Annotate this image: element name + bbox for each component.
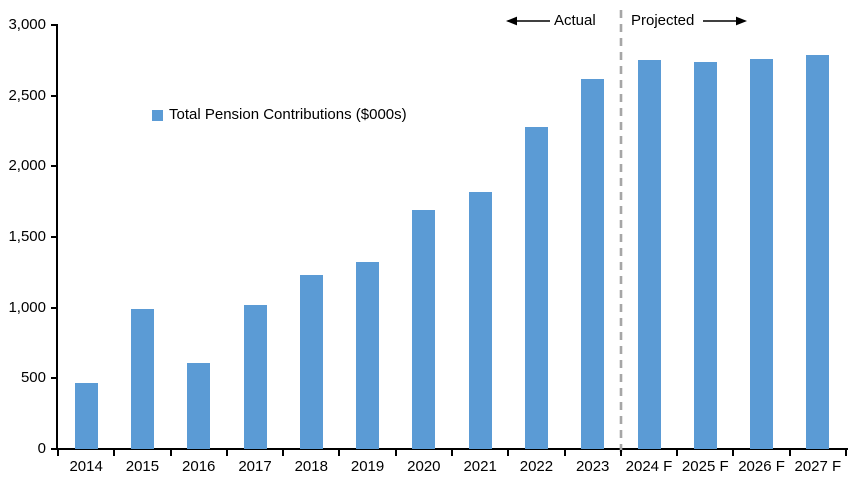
x-tick-mark [563, 450, 566, 456]
x-tick-label: 2021 [463, 458, 497, 475]
bar-2026 F [750, 58, 774, 449]
right-arrow-icon [703, 16, 747, 26]
actual-projected-divider [619, 10, 623, 452]
x-axis-line [56, 448, 848, 450]
x-tick-label: 2026 F [738, 458, 785, 475]
x-tick-mark [169, 450, 172, 456]
x-tick-label: 2016 [182, 458, 216, 475]
x-tick-label: 2014 [69, 458, 103, 475]
y-tick-mark [51, 165, 57, 168]
y-tick-label: 3,000 [8, 16, 46, 33]
y-tick-label: 1,000 [8, 298, 46, 316]
x-tick-label: 2018 [294, 458, 328, 475]
x-tick-label: 2015 [125, 458, 160, 475]
y-tick-mark [51, 306, 57, 309]
y-tick-mark [51, 94, 57, 97]
y-tick-label: 0 [37, 440, 46, 457]
bar-2019 [356, 262, 380, 449]
bar-2018 [299, 275, 323, 449]
y-tick-mark [51, 377, 57, 380]
bar-2017 [243, 304, 267, 449]
x-tick-label: 2023 [576, 458, 610, 475]
y-tick-label: 500 [20, 369, 46, 387]
x-tick-mark [451, 450, 453, 456]
y-axis-line [56, 24, 58, 450]
x-tick-mark [845, 450, 847, 456]
bar-2016 [187, 362, 211, 449]
x-tick-label: 2025 F [681, 458, 729, 475]
x-tick-label: 2019 [350, 458, 385, 475]
y-tick-label: 2,000 [8, 157, 46, 175]
x-tick-mark [338, 450, 341, 456]
y-tick-mark [51, 236, 57, 238]
x-tick-label: 2020 [407, 458, 441, 475]
x-tick-mark [788, 450, 791, 456]
x-tick-mark [394, 450, 397, 456]
y-tick-mark [51, 448, 57, 450]
x-tick-mark [619, 450, 622, 456]
x-tick-mark [113, 450, 116, 456]
legend: Total Pension Contributions ($000s) [152, 106, 407, 124]
bar-2015 [130, 309, 154, 449]
bar-2025 F [693, 61, 717, 449]
x-tick-mark [282, 450, 285, 456]
bar-2014 [74, 382, 98, 449]
actual-label: Actual [554, 12, 596, 29]
bar-2024 F [637, 60, 661, 449]
bar-2021 [468, 191, 492, 449]
legend-swatch-icon [152, 109, 163, 121]
left-arrow-icon [506, 16, 550, 26]
x-tick-label: 2027 F [794, 458, 842, 475]
projected-label: Projected [631, 12, 695, 29]
x-tick-mark [732, 450, 735, 456]
y-tick-label: 2,500 [8, 86, 46, 104]
bar-2022 [524, 126, 548, 449]
legend-label: Total Pension Contributions ($000s) [169, 106, 407, 123]
bar-2023 [581, 78, 605, 449]
y-tick-label: 1,500 [8, 228, 46, 245]
bar-2027 F [806, 54, 830, 449]
y-tick-mark [51, 24, 57, 26]
x-tick-mark [225, 450, 228, 456]
x-tick-label: 2022 [519, 458, 554, 475]
x-tick-label: 2024 F [625, 458, 673, 475]
x-tick-mark [676, 450, 679, 456]
x-tick-mark [57, 450, 59, 456]
bar-2020 [412, 210, 436, 449]
x-tick-label: 2017 [238, 458, 272, 475]
x-tick-mark [507, 450, 510, 456]
